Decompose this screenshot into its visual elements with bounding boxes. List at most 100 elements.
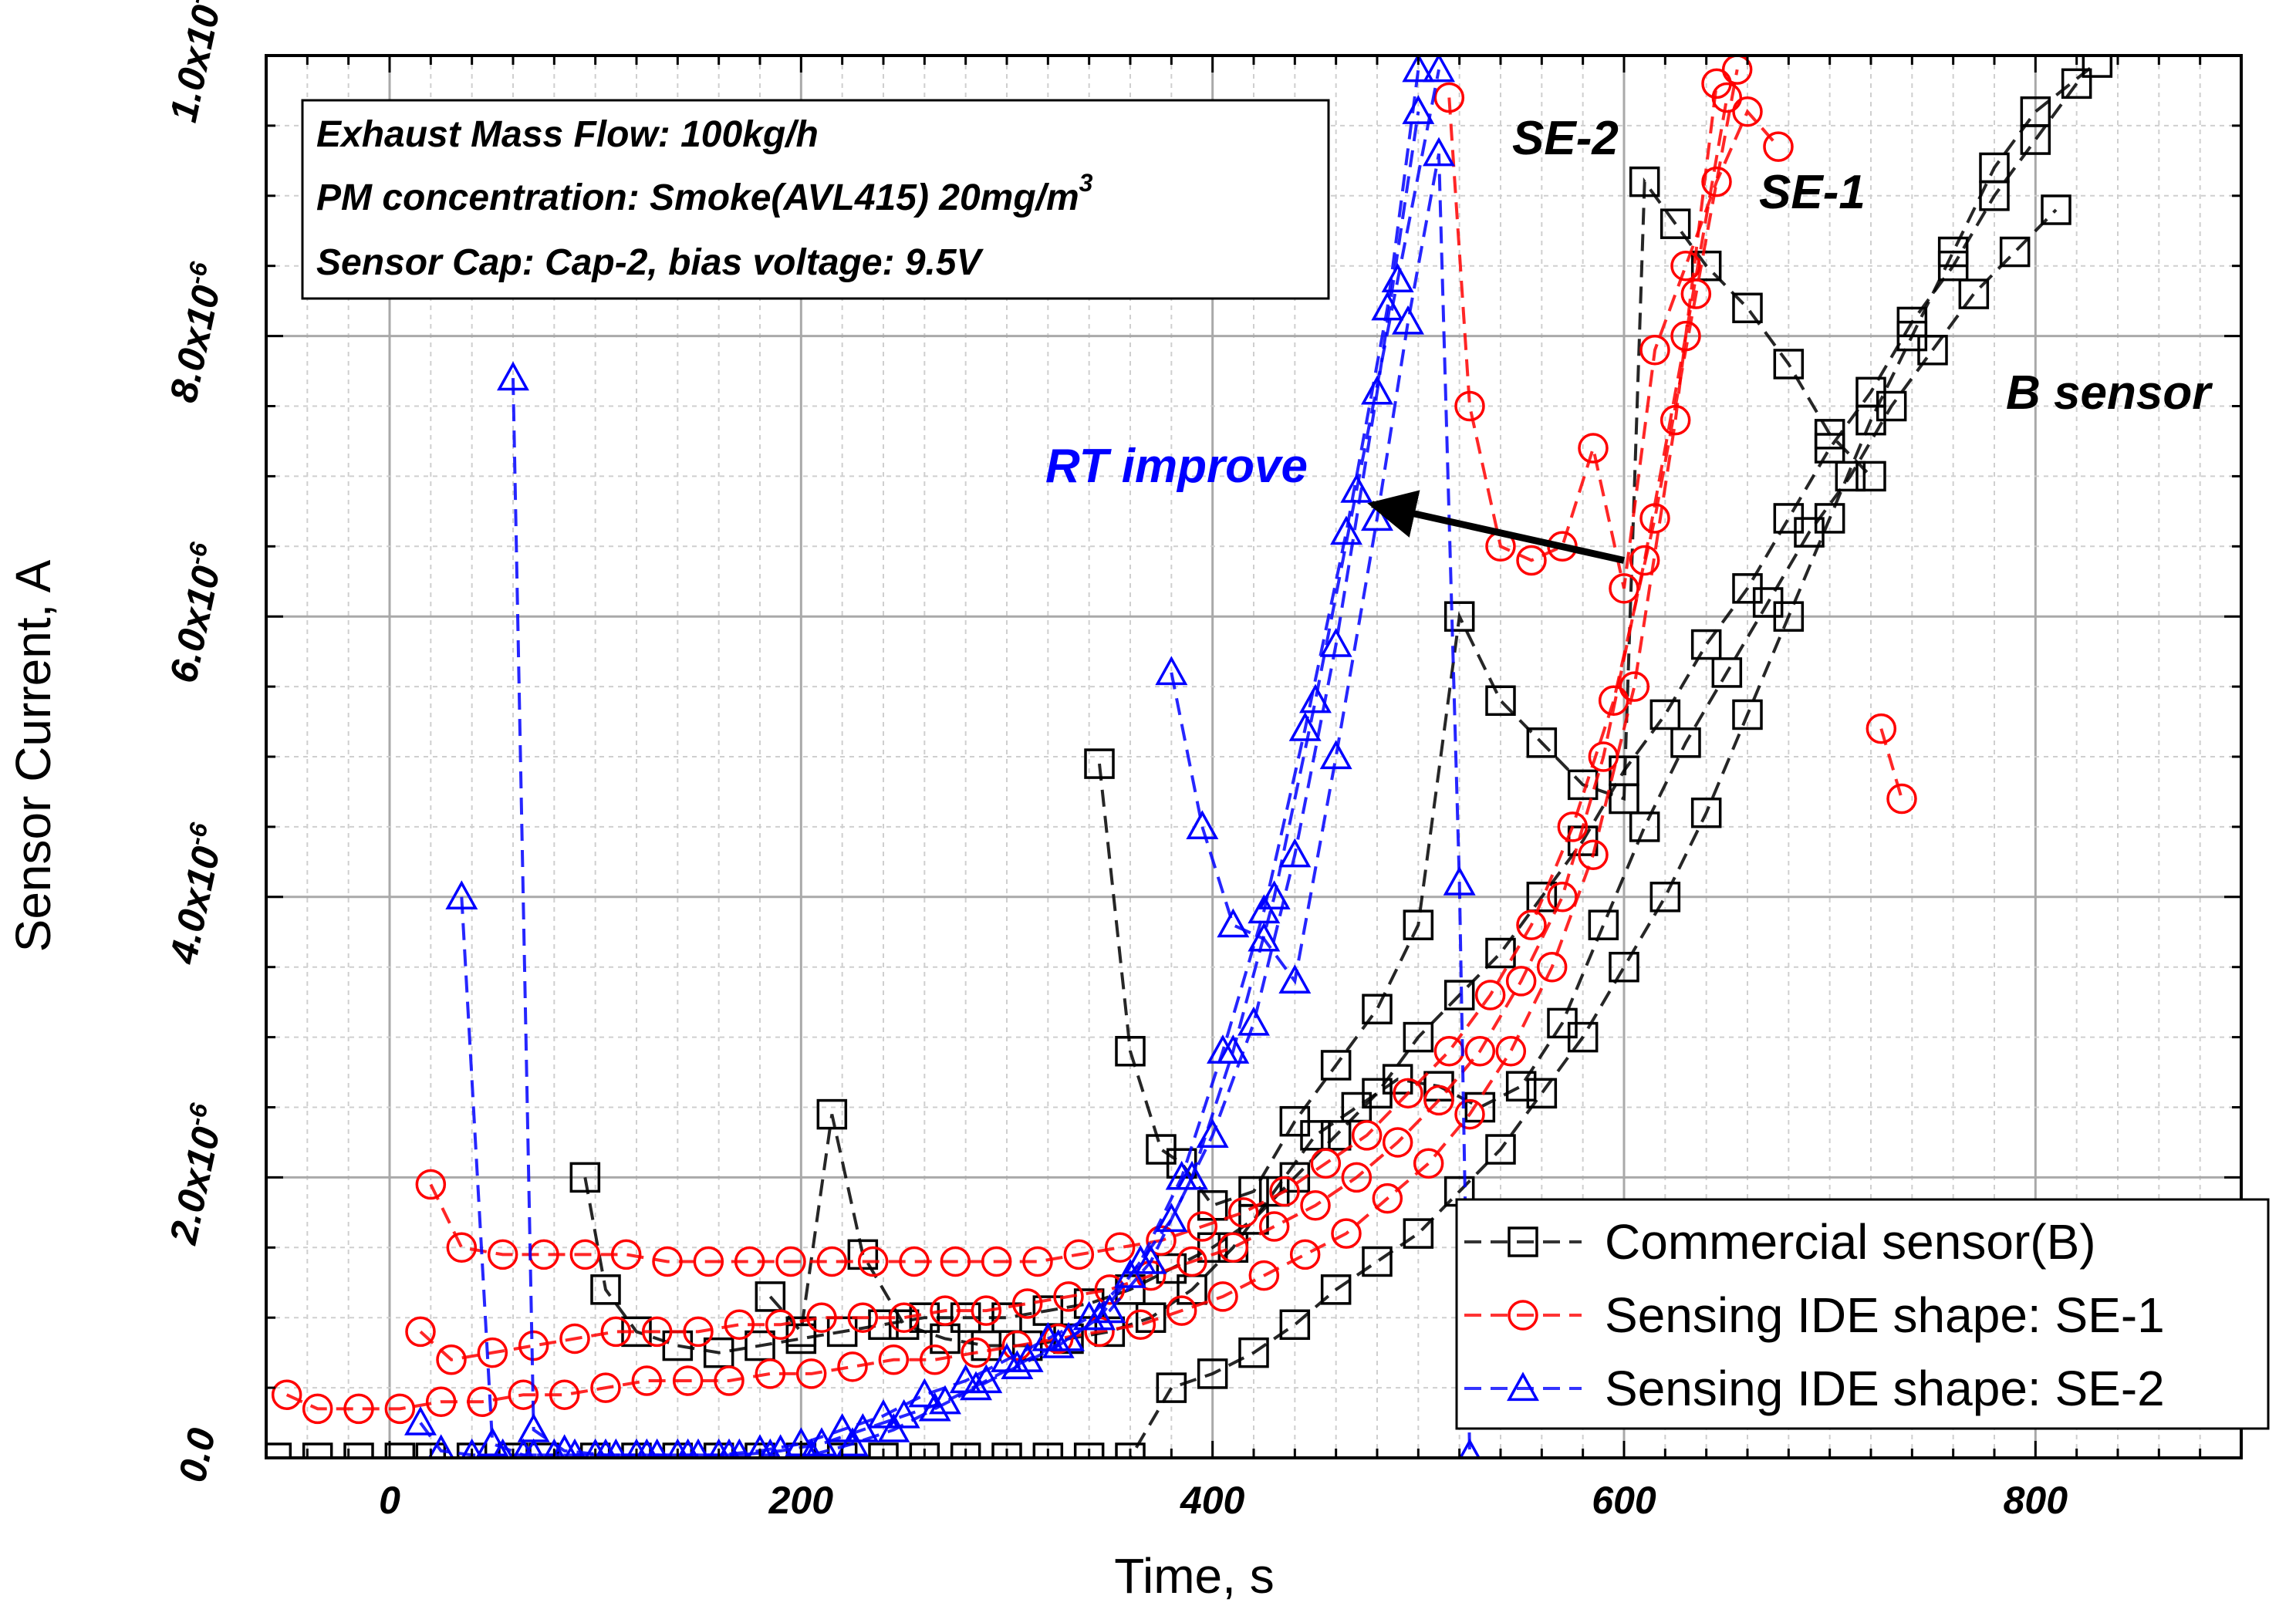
data-point: [846, 1413, 880, 1442]
legend-label: Sensing IDE shape: SE-1: [1605, 1287, 2165, 1343]
data-point: [590, 1274, 621, 1305]
data-point: [847, 1239, 879, 1270]
data-point: [1578, 839, 1609, 871]
data-point: [1084, 748, 1115, 779]
data-point: [887, 1398, 920, 1429]
series-2: [271, 56, 1917, 1425]
data-point: [569, 1162, 601, 1193]
data-point: [765, 1309, 796, 1341]
data-point: [1042, 1323, 1074, 1355]
data-point: [960, 1371, 992, 1401]
data-point: [1238, 1176, 1269, 1207]
data-point: [1979, 180, 2010, 211]
data-point: [703, 1442, 734, 1458]
data-point: [1320, 1050, 1352, 1081]
data-point: [662, 1330, 694, 1361]
data-point: [1094, 1274, 1126, 1305]
data-point: [2041, 194, 2071, 225]
data-point: [683, 1316, 714, 1348]
data-point: [1361, 375, 1393, 405]
data-point: [1207, 1034, 1239, 1064]
x-tick-label: 0: [379, 1479, 400, 1522]
data-point: [641, 1316, 673, 1348]
data-point: [847, 1302, 879, 1333]
data-point: [1443, 601, 1475, 632]
data-point: [1022, 1246, 1053, 1277]
data-point: [1299, 683, 1332, 714]
data-point: [961, 1337, 991, 1368]
data-point: [971, 1295, 1002, 1326]
data-point: [826, 1316, 858, 1348]
data-point: [1835, 461, 1866, 492]
data-point: [2082, 56, 2113, 78]
data-point: [636, 1438, 658, 1458]
data-point: [1598, 685, 1629, 717]
y-tick-label: 1.0x10-5: [157, 0, 233, 126]
data-point: [594, 1438, 617, 1458]
b-sensor-label: B sensor: [2006, 366, 2213, 420]
data-point: [2020, 96, 2051, 127]
data-point: [1423, 137, 1455, 167]
data-point: [1433, 82, 1465, 113]
data-point: [1619, 671, 1650, 702]
data-point: [718, 1438, 741, 1458]
data-point: [1536, 951, 1568, 983]
data-point: [1156, 1372, 1187, 1403]
data-point: [1115, 1442, 1146, 1458]
data-point: [1196, 1118, 1229, 1149]
series-3: [404, 56, 1481, 1458]
data-point: [868, 1442, 899, 1458]
data-point: [816, 1246, 848, 1277]
data-point: [1166, 1295, 1197, 1326]
data-point: [677, 1438, 699, 1458]
data-point: [579, 1442, 611, 1458]
data-point: [1629, 545, 1660, 576]
data-point: [877, 1413, 910, 1442]
data-point: [806, 1302, 837, 1333]
data-point: [703, 1337, 734, 1368]
data-point: [1495, 1036, 1527, 1067]
data-point: [1125, 1309, 1156, 1341]
data-point: [1454, 390, 1485, 422]
data-point: [631, 1365, 663, 1396]
series-line: [276, 61, 2098, 1458]
data-point: [1773, 349, 1805, 380]
legend-item: Sensing IDE shape: SE-2: [1464, 1361, 2165, 1416]
data-point: [477, 1337, 508, 1368]
data-point: [1104, 1232, 1136, 1263]
series-line: [1879, 728, 1903, 800]
data-point: [899, 1246, 930, 1277]
info-line-3: Sensor Cap: Cap-2, bias voltage: 9.5V: [316, 242, 984, 283]
data-point: [1609, 783, 1639, 815]
data-point: [745, 1330, 775, 1361]
data-point: [1403, 909, 1434, 940]
data-point: [1115, 1036, 1146, 1067]
data-point: [930, 1295, 961, 1326]
legend-label: Sensing IDE shape: SE-2: [1605, 1361, 2165, 1416]
data-point: [1207, 1281, 1238, 1312]
data-point: [1547, 1007, 1578, 1039]
data-point: [1217, 1232, 1249, 1263]
data-point: [867, 1398, 900, 1429]
data-point: [991, 1302, 1022, 1333]
x-tick-label: 600: [1592, 1479, 1656, 1522]
data-point: [425, 1386, 457, 1418]
data-point: [610, 1239, 642, 1270]
data-point: [745, 1442, 775, 1458]
legend: Commercial sensor(B) Sensing IDE shape: S…: [1455, 1198, 2270, 1430]
data-point: [1073, 1442, 1105, 1458]
info-line-1: Exhaust Mass Flow: 100kg/h: [316, 114, 819, 155]
x-tick-labels: 0 200 400 600 800: [379, 1479, 2068, 1522]
data-point: [1155, 1203, 1188, 1233]
data-point: [559, 1323, 590, 1355]
data-point: [1187, 1211, 1218, 1242]
data-point: [1155, 656, 1188, 686]
data-point: [836, 1427, 869, 1456]
data-point: [1937, 250, 1969, 282]
data-point: [1331, 1218, 1362, 1249]
data-point: [621, 1442, 652, 1458]
data-point: [714, 1365, 745, 1396]
data-point: [930, 1323, 961, 1355]
data-point: [1053, 1281, 1084, 1312]
legend-item: Commercial sensor(B): [1464, 1214, 2096, 1270]
